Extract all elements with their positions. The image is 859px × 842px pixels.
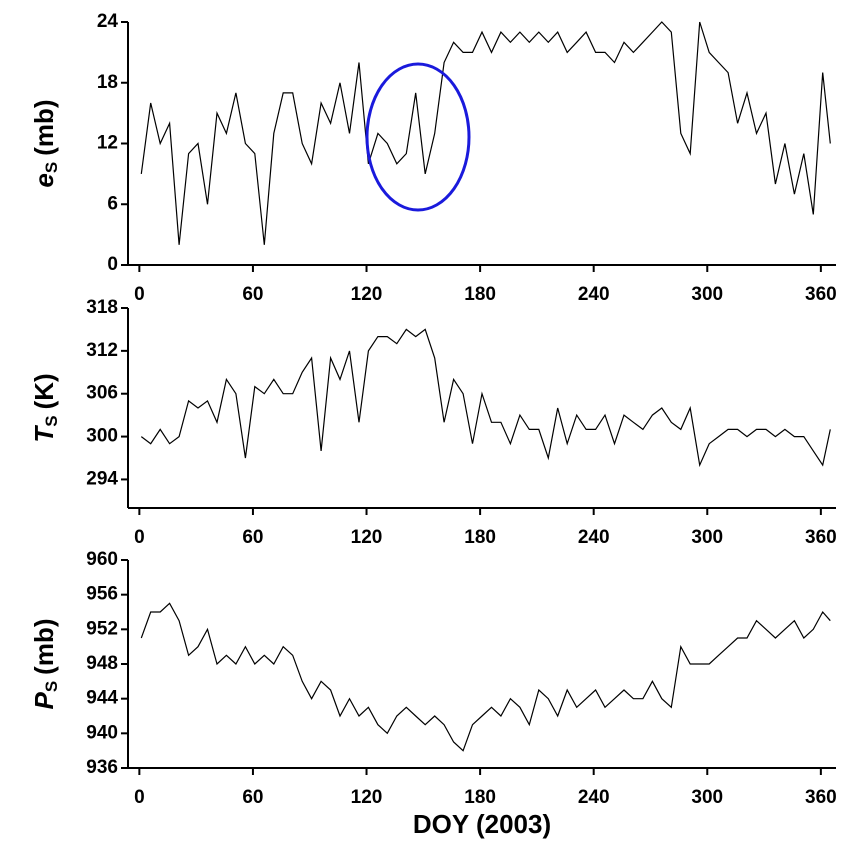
x-tick-label: 180 [464, 527, 496, 548]
x-tick-label: 300 [691, 787, 723, 808]
x-tick-label: 180 [464, 787, 496, 808]
data-line [140, 21, 831, 245]
x-tick-label: 360 [805, 527, 837, 548]
x-tick-label: 300 [691, 527, 723, 548]
y-label-symbol: T [29, 425, 59, 443]
y-label-symbol: P [29, 692, 59, 710]
x-tick-label: 60 [242, 787, 263, 808]
y-axis-label: TS (K) [29, 373, 62, 442]
x-tick-label: 360 [805, 787, 837, 808]
x-tick-label: 0 [134, 284, 145, 305]
x-tick-label: 0 [134, 527, 145, 548]
x-tick-label: 180 [464, 284, 496, 305]
y-tick-label: 294 [86, 468, 118, 489]
y-label-unit: (mb) [29, 99, 59, 155]
highlight-ellipse [365, 62, 471, 212]
y-tick-label: 24 [97, 11, 119, 32]
y-tick-label: 300 [86, 426, 118, 447]
y-tick-label: 956 [86, 584, 118, 605]
y-label-subscript: S [42, 162, 61, 173]
x-tick-label: 240 [578, 284, 610, 305]
y-tick-label: 948 [86, 653, 118, 674]
x-tick-label: 360 [805, 284, 837, 305]
y-tick-label: 940 [86, 722, 118, 743]
y-tick-label: 952 [86, 618, 118, 639]
y-label-subscript: S [42, 415, 61, 426]
y-tick-label: 0 [107, 254, 118, 275]
y-tick-label: 18 [97, 72, 118, 93]
x-axis-label: DOY (2003) [413, 809, 551, 839]
y-tick-label: 12 [97, 133, 118, 154]
x-tick-label: 0 [134, 787, 145, 808]
y-axis-label: PS (mb) [29, 618, 62, 709]
x-tick-label: 300 [691, 284, 723, 305]
y-tick-label: 312 [86, 340, 118, 361]
y-tick-label: 944 [86, 688, 118, 709]
x-tick-label: 60 [242, 527, 263, 548]
y-label-subscript: S [42, 681, 61, 692]
y-label-symbol: e [29, 173, 59, 187]
x-tick-label: 120 [351, 787, 383, 808]
x-tick-label: 240 [578, 787, 610, 808]
x-tick-label: 120 [351, 284, 383, 305]
y-tick-label: 960 [86, 549, 118, 570]
x-tick-label: 120 [351, 527, 383, 548]
y-tick-label: 936 [86, 757, 118, 778]
y-tick-label: 306 [86, 383, 118, 404]
x-tick-label: 60 [242, 284, 263, 305]
data-line [140, 328, 831, 468]
data-line [140, 602, 831, 752]
y-label-unit: (mb) [29, 618, 59, 674]
y-label-unit: (K) [29, 373, 59, 409]
x-tick-label: 240 [578, 527, 610, 548]
y-axis-label: eS (mb) [29, 99, 62, 187]
y-tick-label: 6 [107, 193, 118, 214]
y-tick-label: 318 [86, 297, 118, 318]
